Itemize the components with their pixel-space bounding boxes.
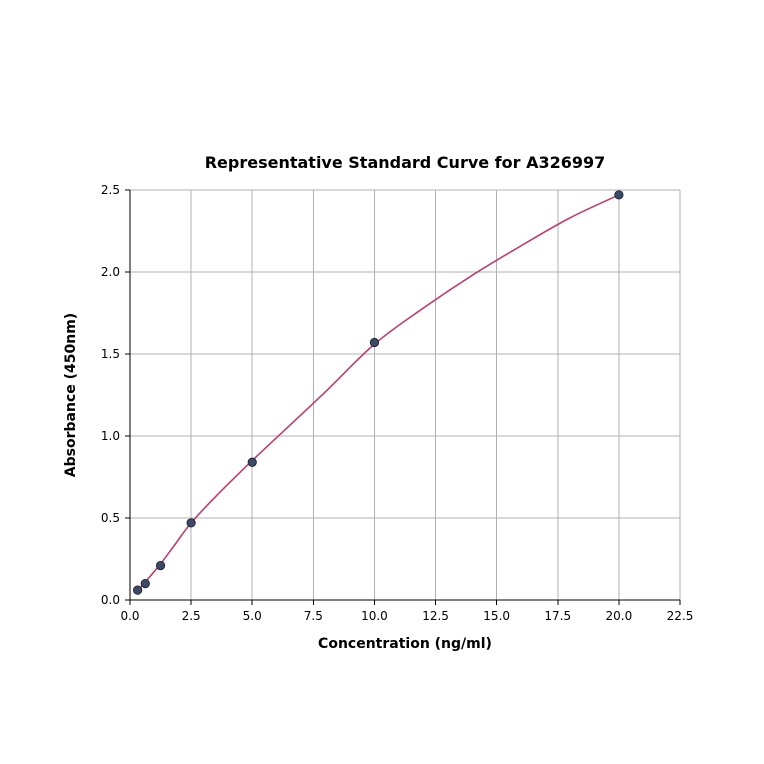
- y-tick-label: 1.0: [101, 429, 120, 443]
- y-tick-label: 2.0: [101, 265, 120, 279]
- data-point: [615, 191, 623, 199]
- x-tick-label: 5.0: [243, 609, 262, 623]
- data-point: [133, 586, 141, 594]
- data-point: [156, 561, 164, 569]
- data-point: [370, 338, 378, 346]
- x-axis-label: Concentration (ng/ml): [318, 636, 492, 652]
- x-tick-label: 15.0: [483, 609, 510, 623]
- standard-curve-chart: 0.0 2.5 5.0 7.5 10.0 12.5 15.0 17.5 20.0 22.5 0.0…: [0, 0, 764, 764]
- y-tick-label: 2.5: [101, 183, 120, 197]
- data-point: [141, 579, 149, 587]
- x-tick-label: 0.0: [120, 609, 139, 623]
- x-tick-label: 20.0: [606, 609, 633, 623]
- y-tick-label: 0.0: [101, 593, 120, 607]
- x-tick-label: 22.5: [667, 609, 694, 623]
- x-tick-label: 2.5: [182, 609, 201, 623]
- chart-wrapper: 0.0 2.5 5.0 7.5 10.0 12.5 15.0 17.5 20.0 22.5 0.0…: [0, 0, 764, 764]
- x-tick-label: 7.5: [304, 609, 323, 623]
- x-tick-label: 17.5: [544, 609, 571, 623]
- y-axis-label: Absorbance (450nm): [63, 313, 79, 477]
- y-tick-label: 1.5: [101, 347, 120, 361]
- data-point: [248, 458, 256, 466]
- x-tick-label: 12.5: [422, 609, 449, 623]
- chart-title: Representative Standard Curve for A32699…: [205, 153, 606, 172]
- data-point: [187, 519, 195, 527]
- y-tick-label: 0.5: [101, 511, 120, 525]
- x-tick-label: 10.0: [361, 609, 388, 623]
